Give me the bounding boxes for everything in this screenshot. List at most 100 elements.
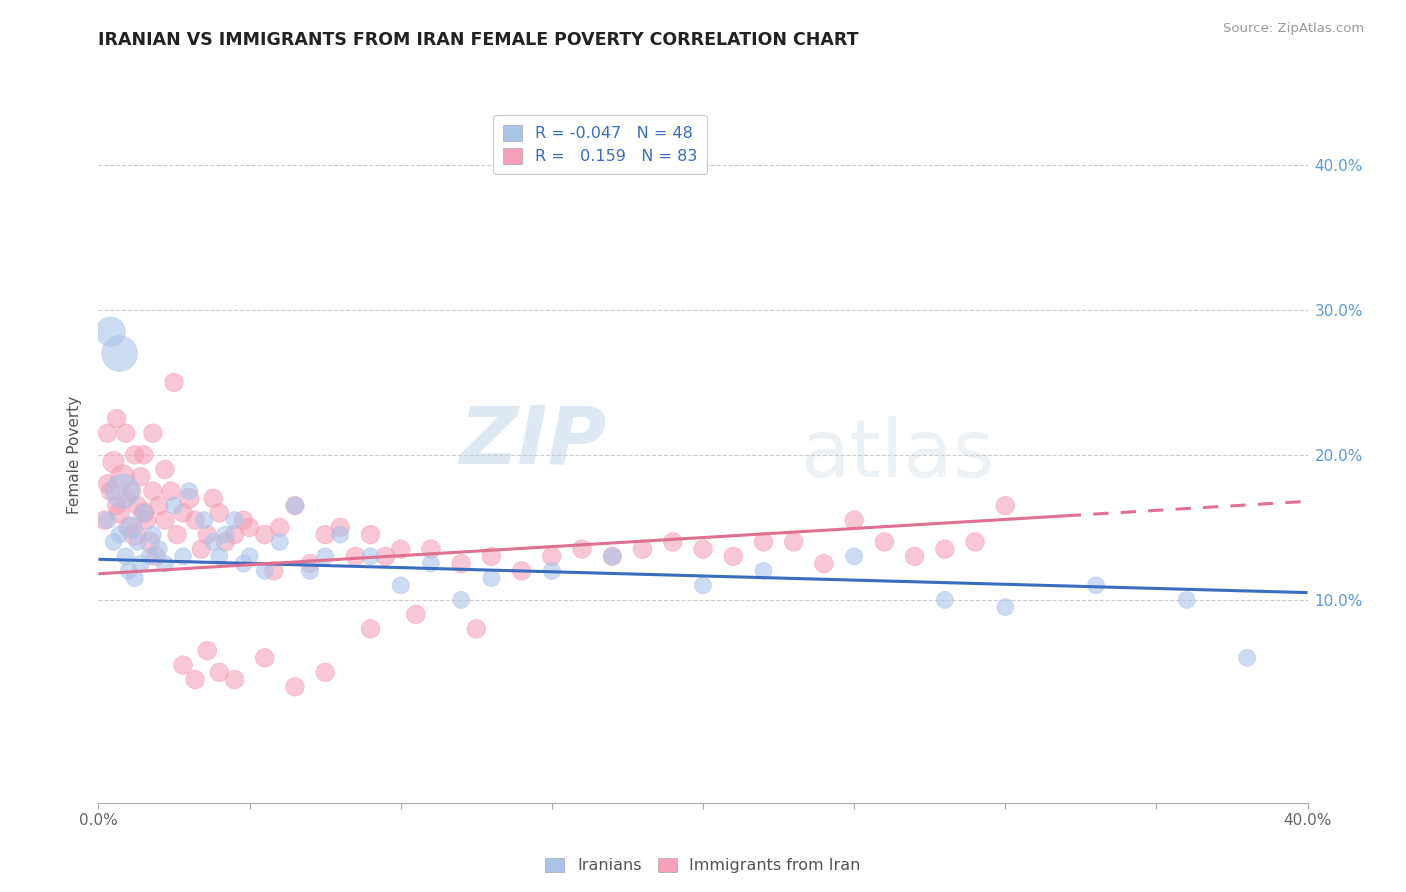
Point [994,499,1017,513]
Point [631,542,654,557]
Point [111,469,134,483]
Point [844,549,866,564]
Point [184,673,207,687]
Point [127,499,149,513]
Point [132,448,155,462]
Point [224,527,246,541]
Point [96,426,118,441]
Point [100,325,122,339]
Point [752,534,775,549]
Point [96,513,118,527]
Point [299,557,322,571]
Point [135,513,157,527]
Point [873,534,896,549]
Point [389,542,412,557]
Point [118,520,141,534]
Point [105,411,128,425]
Point [105,499,128,513]
Point [934,542,956,557]
Point [450,557,472,571]
Point [420,542,443,557]
Point [127,534,149,549]
Point [450,592,472,607]
Point [602,549,624,564]
Point [284,680,307,694]
Point [193,513,215,527]
Text: ZIP: ZIP [458,402,606,480]
Point [184,513,207,527]
Point [1236,651,1258,665]
Point [232,513,254,527]
Point [510,564,533,578]
Point [114,491,136,506]
Point [142,484,165,499]
Point [253,564,276,578]
Point [360,622,382,636]
Point [179,491,201,506]
Point [752,564,775,578]
Point [121,484,143,499]
Point [124,571,146,585]
Point [360,549,382,564]
Point [783,534,806,549]
Point [481,549,503,564]
Point [132,506,155,520]
Point [202,534,225,549]
Point [172,549,194,564]
Point [148,499,170,513]
Point [153,513,176,527]
Legend: Iranians, Immigrants from Iran: Iranians, Immigrants from Iran [538,851,868,880]
Point [540,549,562,564]
Point [329,520,352,534]
Point [389,578,412,592]
Point [142,426,165,441]
Point [163,499,186,513]
Point [148,542,170,557]
Point [124,448,146,462]
Point [965,534,987,549]
Point [114,426,136,441]
Point [602,549,624,564]
Point [208,549,231,564]
Text: Source: ZipAtlas.com: Source: ZipAtlas.com [1223,22,1364,36]
Point [172,506,194,520]
Point [1085,578,1108,592]
Point [239,520,262,534]
Legend: R = -0.047   N = 48, R =   0.159   N = 83: R = -0.047 N = 48, R = 0.159 N = 83 [494,115,707,174]
Point [1175,592,1198,607]
Point [166,527,188,541]
Point [420,557,443,571]
Point [100,484,122,499]
Point [934,592,956,607]
Point [121,520,143,534]
Point [253,651,276,665]
Point [93,513,115,527]
Point [160,484,183,499]
Point [124,527,146,541]
Point [108,527,131,541]
Point [253,527,276,541]
Point [465,622,488,636]
Point [571,542,593,557]
Point [208,506,231,520]
Point [360,527,382,541]
Point [214,534,236,549]
Point [118,564,141,578]
Point [179,484,201,499]
Point [202,491,225,506]
Point [139,534,162,549]
Point [329,527,352,541]
Point [208,665,231,680]
Point [163,376,186,390]
Point [284,499,307,513]
Point [540,564,562,578]
Point [299,564,322,578]
Point [142,527,165,541]
Point [195,643,218,657]
Point [111,484,134,499]
Point [108,346,131,360]
Point [692,578,714,592]
Point [994,600,1017,615]
Point [129,557,152,571]
Point [904,549,927,564]
